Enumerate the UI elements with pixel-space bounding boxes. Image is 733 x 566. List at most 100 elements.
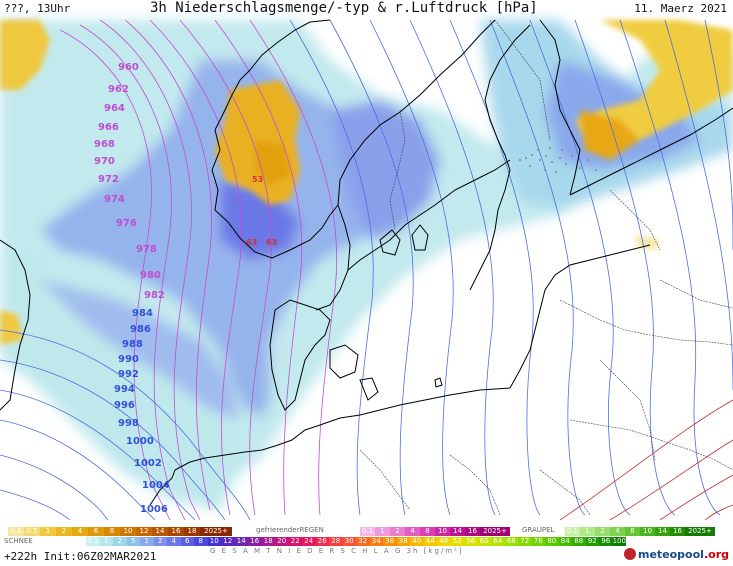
legend-freezing-rain-scale: 0.1 1 2 4 8 10 14 16 2025+ [360, 527, 510, 536]
legend-step: 2 [113, 537, 127, 546]
legend-step: 14 [450, 527, 465, 536]
isobar-label: 1004 [142, 480, 170, 491]
map-header: ???, 13Uhr 3h Niederschlagsmenge/-typ & … [0, 0, 733, 18]
precipitation-legend: 0.1 0.5 1 2 4 6 8 10 12 14 16 18 2025+ SCHNEE gefrie… [0, 520, 733, 566]
legend-rain-scale: 0.1 1 2 5 1 2 4 6 8 10 12 14 16 18 20 22 24 26 28 30 32 34 36 3… [86, 537, 626, 546]
isobar-label: 980 [140, 270, 161, 281]
legend-step: 2025+ [480, 527, 510, 536]
legend-snow-scale: 0.1 0.5 1 2 4 6 8 10 12 14 16 18 2025+ [8, 527, 232, 536]
isobar-label: 994 [114, 384, 135, 395]
legend-step: 2025+ [200, 527, 232, 536]
legend-step: 2 [595, 527, 610, 536]
legend-step: 1 [375, 527, 390, 536]
legend-step: 96 [599, 537, 613, 546]
pressure-label: 63 [246, 238, 257, 247]
isobar-label: 964 [104, 103, 125, 114]
legend-step: 12 [136, 527, 152, 536]
legend-snow-label: SCHNEE [4, 537, 33, 545]
brand-tld: .org [703, 548, 729, 561]
isobar-label: 1002 [134, 458, 162, 469]
isobar-lines [0, 19, 733, 521]
coastlines [0, 19, 733, 506]
isobar-label: 970 [94, 156, 115, 167]
isobar-label: 988 [122, 339, 143, 350]
isobar-labels-blue: 984 986 988 990 992 994 996 998 1000 100… [114, 308, 170, 515]
legend-step: 8 [420, 527, 435, 536]
legend-step: 10 [120, 527, 136, 536]
legend-step: 22 [288, 537, 302, 546]
legend-step: 6 [88, 527, 104, 536]
legend-step: 56 [464, 537, 478, 546]
legend-step: 1 [40, 527, 56, 536]
brand-logo[interactable]: meteopool.org [623, 548, 729, 561]
legend-graupel-label: GRAUPEL [522, 526, 555, 534]
legend-total-label: G E S A M T N I E D E R S C H L A G 3h [… [210, 547, 464, 555]
legend-step: 8 [104, 527, 120, 536]
pressure-labels-red: 53 63 63 [246, 175, 277, 247]
legend-step: 34 [369, 537, 383, 546]
legend-step: 48 [437, 537, 451, 546]
legend-step: 36 [383, 537, 397, 546]
legend-freezing-rain-label: gefrierenderREGEN [256, 526, 324, 534]
legend-step: 16 [670, 527, 685, 536]
legend-step: 2 [390, 527, 405, 536]
legend-step: 6 [180, 537, 194, 546]
legend-step: 0.1 [565, 527, 580, 536]
legend-step: 12 [221, 537, 235, 546]
map-title: 3h Niederschlagsmenge/-typ & r.Luftdruck… [150, 0, 538, 16]
legend-step: 92 [585, 537, 599, 546]
legend-step: 2025+ [685, 527, 715, 536]
legend-step: 52 [450, 537, 464, 546]
isobar-label: 968 [94, 139, 115, 150]
legend-step: 10 [435, 527, 450, 536]
legend-step: 60 [477, 537, 491, 546]
forecast-time: ???, 13Uhr [4, 2, 71, 15]
snow-field [0, 20, 733, 345]
legend-step: 1 [580, 527, 595, 536]
legend-step: 1 [99, 537, 113, 546]
isobar-label: 978 [136, 244, 157, 255]
legend-step: 20 [275, 537, 289, 546]
isobar-label: 990 [118, 354, 139, 365]
isobar-label: 966 [98, 122, 119, 133]
brand-name: meteopool [637, 548, 704, 561]
legend-step: 18 [184, 527, 200, 536]
legend-step: 88 [572, 537, 586, 546]
legend-step: 4 [610, 527, 625, 536]
legend-step: 0.1 [360, 527, 375, 536]
legend-step: 24 [302, 537, 316, 546]
legend-step: 32 [356, 537, 370, 546]
country-borders [359, 19, 733, 516]
legend-step: 1 [140, 537, 154, 546]
isobar-label: 962 [108, 84, 129, 95]
isobar-label: 974 [104, 194, 125, 205]
legend-step: 76 [531, 537, 545, 546]
legend-step: 16 [168, 527, 184, 536]
brand-icon [623, 548, 636, 560]
legend-step: 4 [72, 527, 88, 536]
pressure-label: 53 [252, 175, 263, 184]
legend-step: 18 [261, 537, 275, 546]
sea-ice-speckle [519, 147, 597, 173]
legend-step: 0.1 [8, 527, 24, 536]
legend-step: 30 [342, 537, 356, 546]
legend-step: 38 [396, 537, 410, 546]
legend-step: 8 [194, 537, 208, 546]
legend-step: 16 [465, 527, 480, 536]
isobar-label: 976 [116, 218, 137, 229]
legend-step: 5 [126, 537, 140, 546]
legend-step: 14 [234, 537, 248, 546]
legend-step: 64 [491, 537, 505, 546]
model-run-info: +222h Init:06Z02MAR2021 [4, 550, 157, 563]
legend-step: 2 [56, 527, 72, 536]
isobar-label: 960 [118, 62, 139, 73]
isobar-label: 1006 [140, 504, 168, 515]
legend-step: 40 [410, 537, 424, 546]
isobar-labels-pink: 960 962 964 966 968 970 972 974 976 978 … [94, 62, 165, 301]
isobar-label: 992 [118, 369, 139, 380]
legend-step: 2 [153, 537, 167, 546]
legend-step: 80 [545, 537, 559, 546]
legend-step: 0.1 [86, 537, 100, 546]
legend-step: 4 [405, 527, 420, 536]
legend-step: 14 [655, 527, 670, 536]
